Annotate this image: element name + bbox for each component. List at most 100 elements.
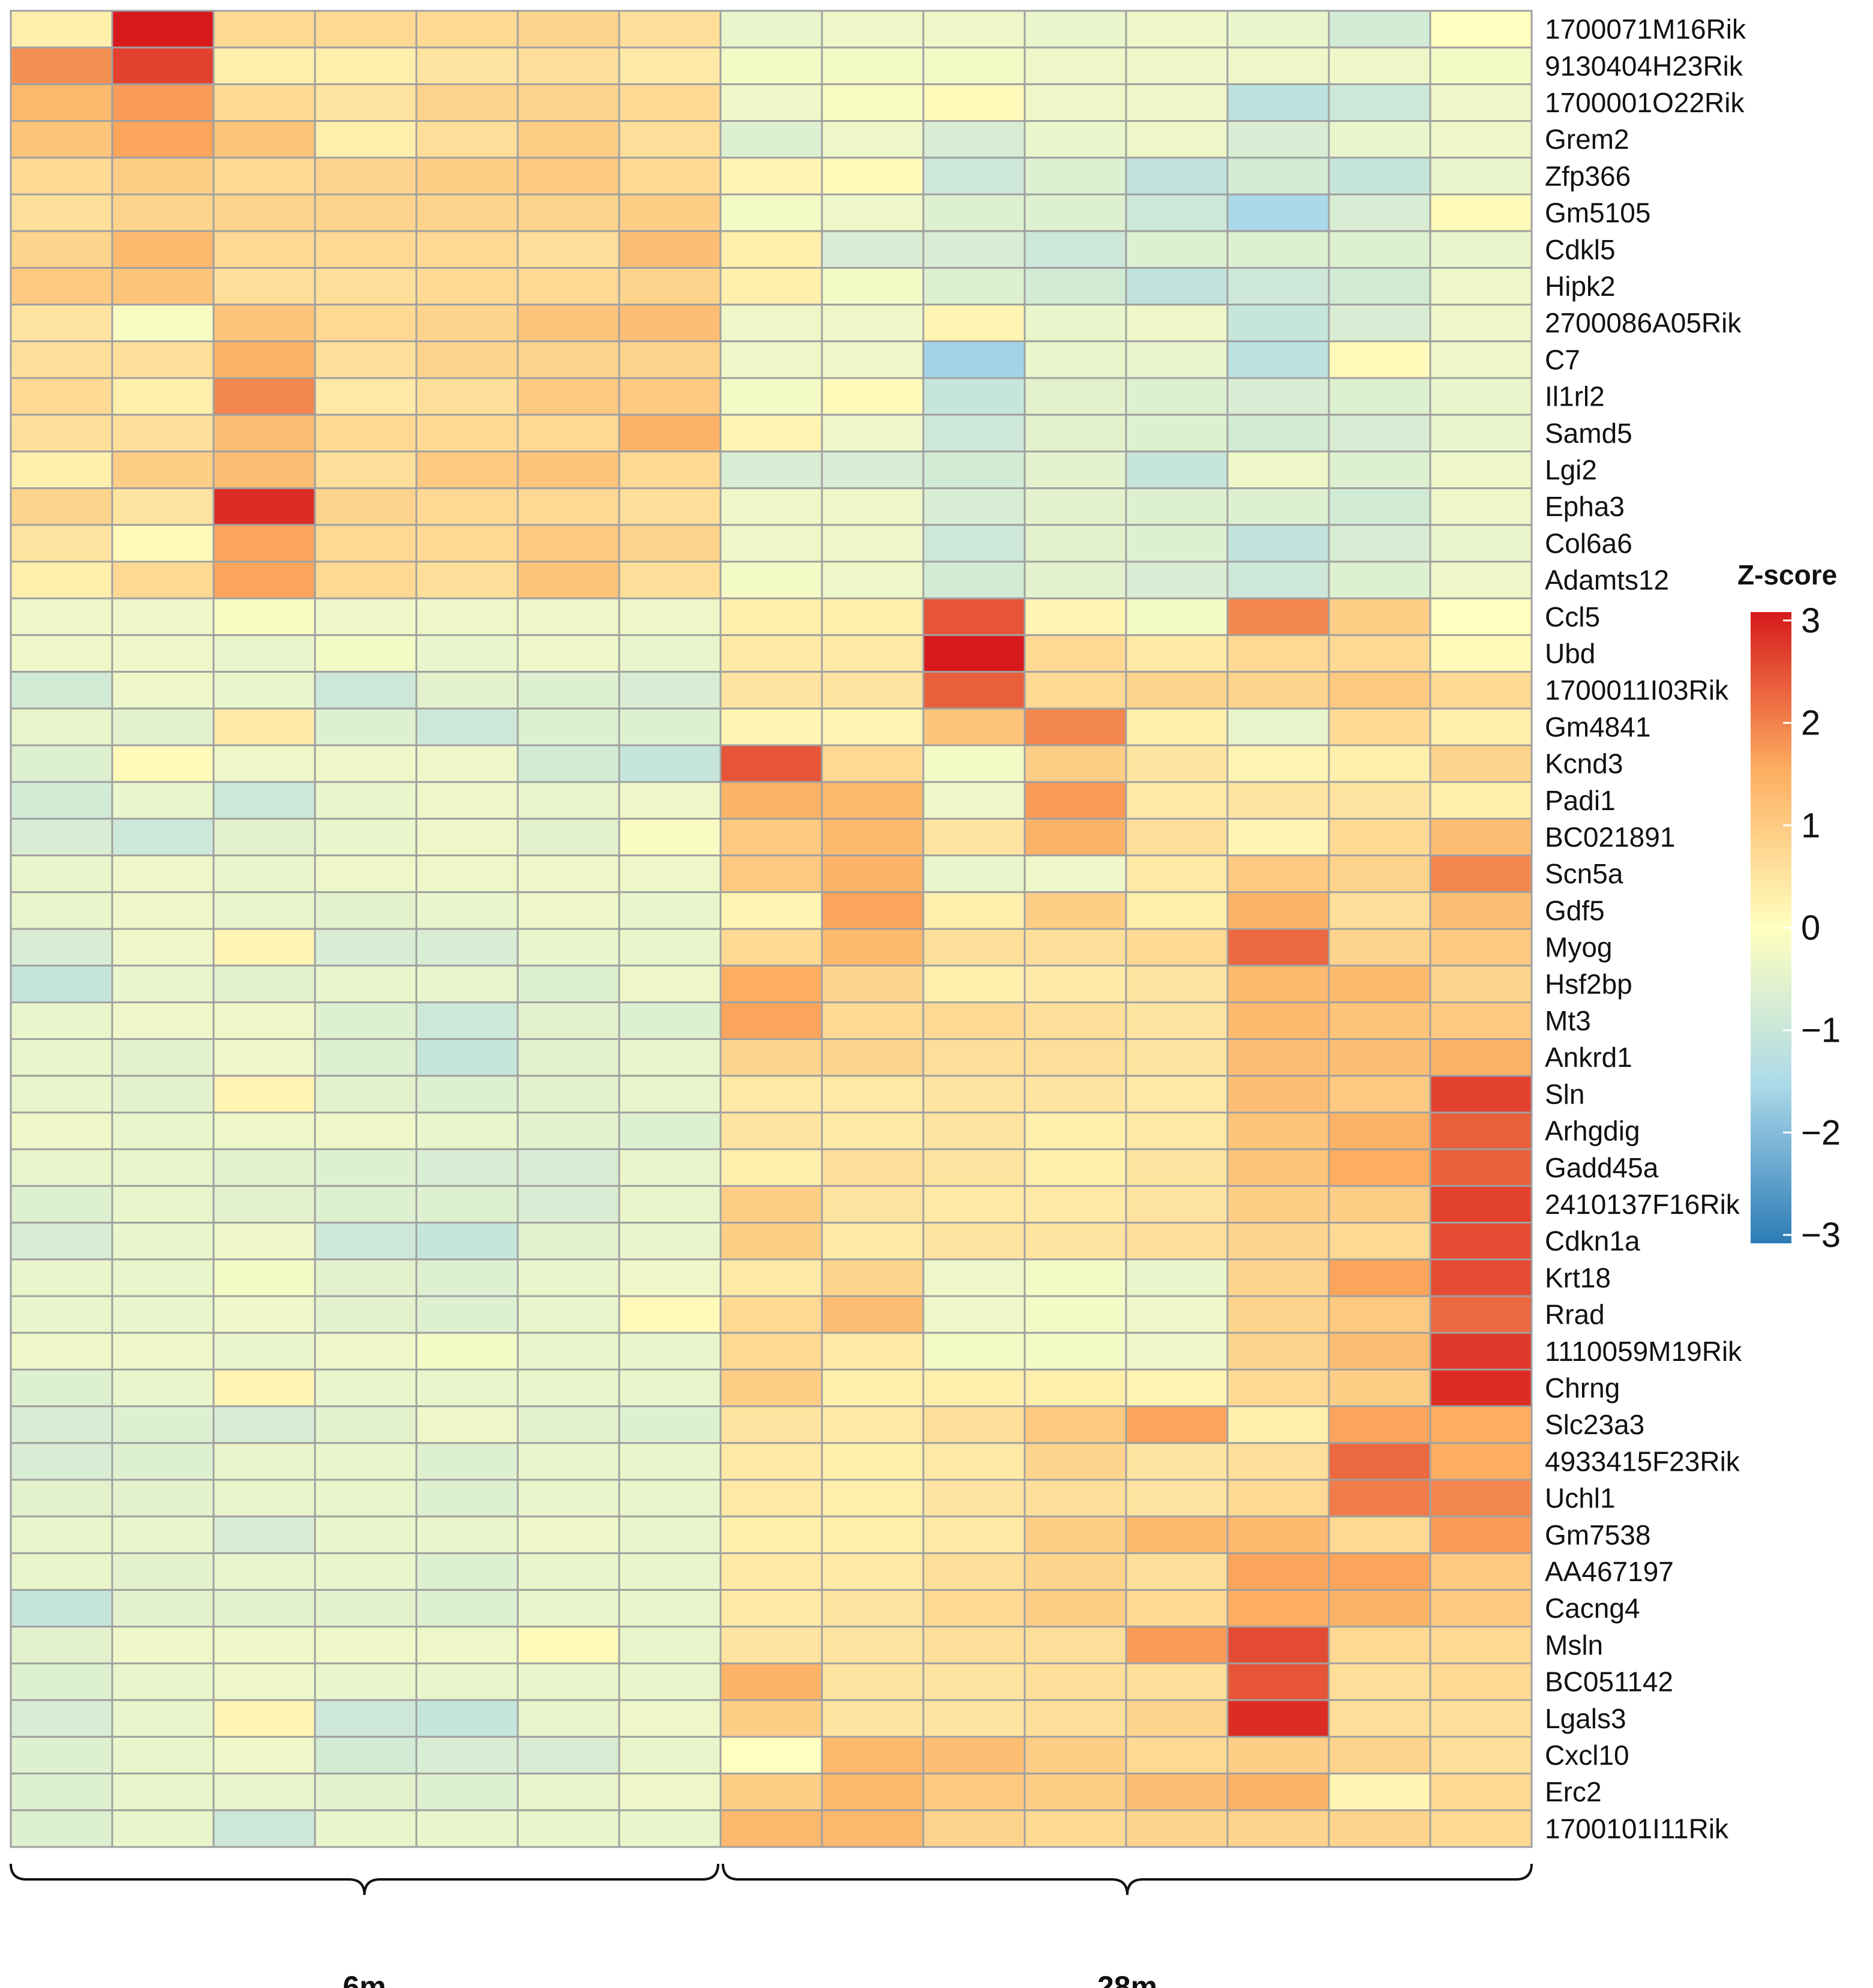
heatmap-cell [111, 781, 215, 820]
heatmap-cell [719, 1295, 823, 1334]
heatmap-cell [517, 1662, 620, 1701]
heatmap-cell [821, 671, 925, 710]
row-label: AA467197 [1545, 1556, 1674, 1587]
heatmap-cell [1429, 707, 1533, 746]
heatmap-cell [111, 744, 215, 783]
heatmap-cell [1125, 744, 1229, 783]
heatmap-cell [1023, 1038, 1127, 1077]
heatmap-cell [719, 928, 823, 967]
heatmap-cell [821, 1075, 925, 1114]
row-label: Cacng4 [1545, 1593, 1640, 1624]
heatmap-cell [1429, 450, 1533, 490]
heatmap-cell [314, 1662, 418, 1701]
row-label: 9130404H23Rik [1545, 50, 1743, 82]
heatmap-cell [111, 1626, 215, 1665]
heatmap-cell [1226, 891, 1330, 930]
heatmap-cell [517, 1368, 620, 1408]
heatmap-cell [314, 266, 418, 306]
heatmap-cell [1125, 1258, 1229, 1297]
heatmap-cell [1328, 193, 1431, 232]
heatmap-cell [10, 597, 113, 636]
heatmap-cell [1125, 634, 1229, 673]
heatmap-cell [1125, 1332, 1229, 1371]
heatmap-cell [1328, 1405, 1431, 1444]
heatmap-cell [212, 1258, 316, 1297]
heatmap-cell [1125, 1111, 1229, 1150]
heatmap-cell [415, 634, 519, 673]
heatmap-cell [212, 193, 316, 232]
heatmap-cell [1023, 781, 1127, 820]
heatmap-cell [922, 1515, 1026, 1554]
heatmap-cell [517, 1552, 620, 1591]
heatmap-cell [415, 1662, 519, 1701]
heatmap-cell [1023, 1295, 1127, 1334]
heatmap-cell [111, 230, 215, 269]
heatmap-cell [212, 377, 316, 416]
heatmap-cell [1226, 1589, 1330, 1628]
heatmap-cell [1023, 266, 1127, 306]
heatmap-cell [1125, 1442, 1229, 1481]
heatmap-cell [1429, 560, 1533, 599]
heatmap-cell [719, 1809, 823, 1848]
heatmap-cell [719, 413, 823, 452]
legend-tick-label: −3 [1801, 1216, 1841, 1255]
heatmap-cell [1429, 1662, 1533, 1701]
heatmap-cell [1429, 10, 1533, 49]
row-label: 1700011I03Rik [1545, 674, 1729, 706]
heatmap-cell [517, 193, 620, 232]
heatmap-cell [1125, 120, 1229, 159]
heatmap-cell [212, 817, 316, 857]
heatmap-cell [922, 266, 1026, 306]
heatmap-cell [314, 1515, 418, 1554]
heatmap-cell [1226, 1626, 1330, 1665]
heatmap-cell [415, 891, 519, 930]
heatmap-cell [1328, 524, 1431, 563]
heatmap-cell [719, 1368, 823, 1408]
heatmap-cell [1429, 340, 1533, 379]
heatmap-cell [212, 304, 316, 343]
heatmap-cell [1429, 266, 1533, 306]
heatmap-cell [1023, 46, 1127, 85]
heatmap-cell [1226, 1515, 1330, 1554]
heatmap-cell [111, 157, 215, 196]
row-label: Adamts12 [1545, 565, 1669, 596]
heatmap-cell [922, 597, 1026, 636]
heatmap-cell [618, 671, 722, 710]
heatmap-cell [212, 1332, 316, 1371]
heatmap-cell [517, 304, 620, 343]
heatmap-cell [314, 450, 418, 490]
heatmap-cell [1125, 1075, 1229, 1114]
heatmap-cell [618, 1442, 722, 1481]
heatmap-cell [922, 1442, 1026, 1481]
heatmap-cell [1429, 1589, 1533, 1628]
row-label: Il1rl2 [1545, 381, 1605, 412]
row-label: 2700086A05Rik [1545, 307, 1742, 338]
heatmap-cell [1226, 1735, 1330, 1775]
heatmap-cell [10, 1735, 113, 1775]
heatmap-cell [517, 707, 620, 746]
heatmap-cell [314, 1699, 418, 1738]
heatmap-cell [1328, 450, 1431, 490]
heatmap-cell [1328, 266, 1431, 306]
heatmap-cell [415, 1809, 519, 1848]
heatmap-cell [1226, 1368, 1330, 1408]
heatmap-cell [1328, 1148, 1431, 1187]
heatmap-cell [1328, 83, 1431, 122]
heatmap-cell [618, 744, 722, 783]
heatmap-cell [111, 1479, 215, 1518]
heatmap-cell [1023, 487, 1127, 526]
heatmap-cell [111, 83, 215, 122]
heatmap-cell [111, 1075, 215, 1114]
heatmap-cell [1328, 634, 1431, 673]
heatmap-cell [922, 1332, 1026, 1371]
heatmap-cell [415, 524, 519, 563]
heatmap-cell [212, 1809, 316, 1848]
group-label: 28m [1097, 1970, 1157, 1988]
heatmap-cell [922, 671, 1026, 710]
heatmap-cell [922, 1626, 1026, 1665]
legend-tick-label: 3 [1801, 601, 1820, 640]
heatmap-cell [821, 450, 925, 490]
heatmap-cell [922, 1075, 1026, 1114]
row-label: BC021891 [1545, 821, 1675, 853]
heatmap-cell [517, 854, 620, 893]
